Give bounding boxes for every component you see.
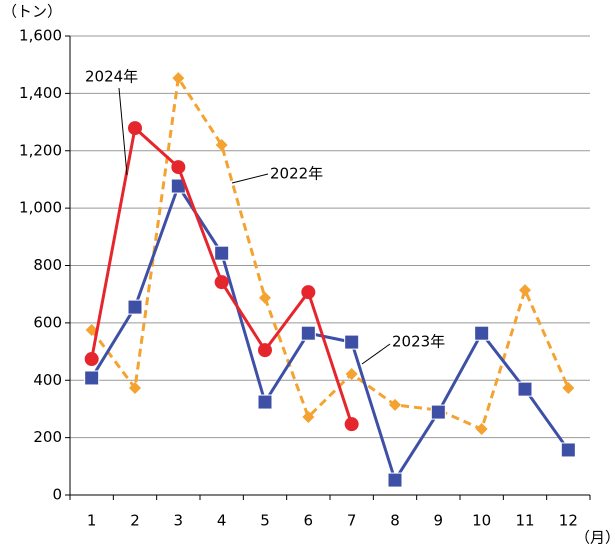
annotation-leader [118,87,128,176]
marker [127,299,143,315]
series-label: 2023年 [392,333,445,351]
x-tick-label: 9 [434,512,444,530]
x-tick-label: 5 [260,512,270,530]
y-tick-label: 1,000 [19,199,62,217]
marker [84,370,100,386]
x-tick-label: 12 [559,512,578,530]
y-tick-label: 600 [33,313,62,331]
x-tick-label: 4 [217,512,227,530]
x-tick-label: 7 [347,512,357,530]
series-line [90,182,570,484]
y-tick-label: 1,600 [19,27,62,45]
x-tick-label: 8 [390,512,400,530]
marker [345,367,358,380]
marker [344,334,360,350]
marker [519,284,531,297]
marker [214,245,230,261]
annotation-leader [231,173,269,184]
marker [560,442,576,458]
marker [475,423,488,436]
marker [128,121,142,136]
marker [258,343,272,358]
marker [474,325,490,341]
marker [387,472,403,488]
y-tick-label: 400 [33,371,62,389]
y-tick-label: 0 [52,486,62,504]
marker [215,139,228,152]
marker [172,72,185,85]
x-tick-label: 6 [304,512,314,530]
marker [171,160,186,175]
y-tick-label: 1,200 [19,141,62,159]
x-unit: （月） [575,529,615,547]
marker [562,381,575,394]
y-tick-label: 1,400 [19,84,62,102]
marker [300,325,316,341]
marker [214,275,229,290]
series-line [90,73,570,432]
series-label: 2022年 [270,165,323,183]
marker [259,291,271,304]
y-tick-label: 800 [33,256,62,274]
marker [85,324,98,337]
marker [84,352,99,367]
x-tick-label: 10 [472,512,491,530]
marker [301,285,316,300]
marker [344,417,359,432]
series-label: 2024年 [85,68,138,86]
marker [517,381,533,397]
marker [129,381,141,394]
marker [430,404,446,420]
marker [302,410,315,423]
marker [389,398,401,411]
x-tick-label: 11 [515,512,534,530]
y-unit: （トン） [2,3,62,21]
x-tick-label: 3 [174,512,184,530]
y-tick-label: 200 [33,428,62,446]
annotation-leader [361,343,391,365]
marker [257,394,273,410]
x-tick-label: 2 [130,512,140,530]
x-tick-label: 1 [87,512,97,530]
